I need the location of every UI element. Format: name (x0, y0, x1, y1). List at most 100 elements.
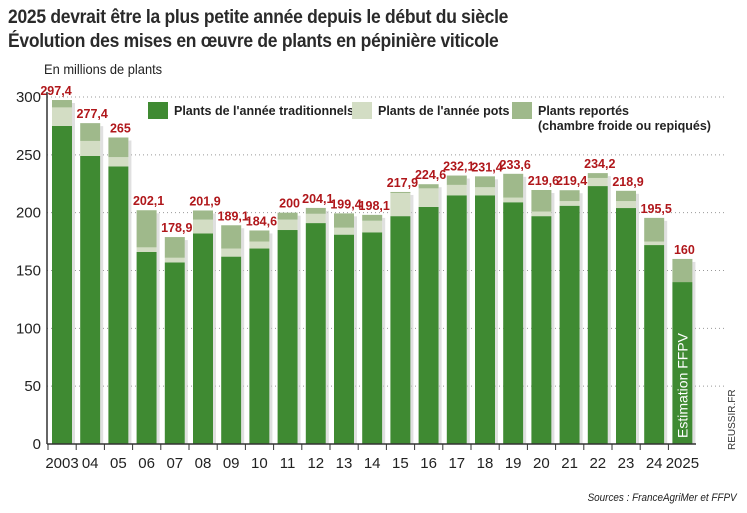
bar-segment-traditionnels (164, 262, 185, 444)
bar-segment-traditionnels (503, 202, 524, 444)
bar-segment-traditionnels (672, 282, 693, 444)
bar-segment-traditionnels (277, 230, 298, 444)
x-tick-label: 21 (561, 455, 578, 472)
data-label: 218,9 (612, 175, 643, 189)
bar-segment-traditionnels (390, 216, 411, 444)
data-label: 160 (674, 243, 695, 257)
data-label: 219,6 (528, 174, 559, 188)
bar-segment-traditionnels (80, 155, 101, 445)
legend-swatch (148, 102, 168, 119)
bar-shadow (354, 216, 357, 444)
bar-shadow (410, 194, 414, 444)
bar-segment-reportes (136, 210, 157, 248)
x-tick-label: 10 (251, 455, 268, 472)
bar-shadow (184, 240, 188, 444)
legend-label: (chambre froide ou repiqués) (538, 119, 711, 133)
legend-label: Plants reportés (538, 104, 629, 118)
data-label: 219,4 (556, 174, 587, 188)
y-tick-label: 200 (16, 205, 41, 222)
bar-shadow (382, 217, 386, 444)
bar-segment-traditionnels (362, 232, 383, 444)
x-tick-label: 22 (589, 455, 606, 472)
bar-segment-pots (52, 107, 72, 126)
data-label: 233,6 (500, 158, 531, 172)
bar-segment-traditionnels (334, 234, 354, 444)
bar-segment-traditionnels (616, 208, 636, 444)
bar-shadow (241, 228, 245, 444)
bar-segment-pots (475, 187, 495, 196)
bar-segment-pots (334, 227, 354, 235)
data-label: 297,4 (40, 84, 71, 98)
data-label: 204,1 (302, 192, 333, 206)
x-tick-label: 04 (82, 455, 99, 472)
bar-segment-pots (390, 193, 411, 217)
x-tick-label: 06 (138, 455, 155, 472)
bar-shadow (664, 220, 668, 444)
bar-shadow (72, 103, 75, 445)
x-tick-label: 20 (533, 455, 550, 472)
y-tick-label: 300 (16, 89, 41, 106)
bar-shadow (128, 140, 132, 444)
bar-segment-traditionnels (446, 195, 467, 444)
data-label: 232,1 (443, 160, 474, 174)
bar-segment-reportes (277, 212, 298, 220)
bar-segment-reportes (193, 210, 213, 220)
chart-title: 2025 devrait être la plus petite année d… (8, 7, 509, 28)
bar-segment-reportes (531, 189, 552, 212)
y-tick-label: 100 (16, 320, 41, 337)
data-label: 231,4 (471, 160, 502, 174)
legend-label: Plants de l'année traditionnels (174, 104, 354, 118)
bar-segment-reportes (503, 173, 524, 198)
bar-segment-traditionnels (136, 251, 157, 444)
bar-segment-traditionnels (587, 186, 608, 444)
bar-segment-reportes (249, 230, 270, 242)
bar-segment-reportes (390, 191, 411, 194)
bar-segment-pots (136, 247, 157, 252)
bar-shadow (213, 213, 216, 444)
bar-shadow (523, 176, 527, 444)
bar-shadow (100, 126, 104, 445)
x-tick-label: 07 (166, 455, 183, 472)
bar-shadow (579, 193, 583, 444)
bar-segment-pots (503, 197, 524, 203)
x-tick-label: 15 (392, 455, 409, 472)
data-label: 265 (110, 121, 131, 135)
bar-segment-traditionnels (418, 206, 439, 444)
bar-segment-pots (305, 213, 326, 224)
bar-segment-reportes (616, 190, 636, 202)
x-tick-label: 16 (420, 455, 437, 472)
bar-segment-reportes (362, 214, 383, 221)
estimation-annotation: Estimation FFPV (674, 332, 690, 438)
legend-swatch (352, 102, 372, 119)
legend-label: Plants de l'année pots (378, 104, 510, 118)
x-tick-label: 09 (223, 455, 240, 472)
chart-subtitle: Évolution des mises en œuvre de plants e… (8, 31, 499, 52)
bar-segment-reportes (587, 173, 608, 178)
x-tick-label: 05 (110, 455, 127, 472)
bar-segment-pots (80, 140, 101, 156)
x-tick-label: 2003 (45, 455, 78, 472)
x-tick-label: 2025 (666, 455, 699, 472)
bar-segment-traditionnels (249, 248, 270, 444)
bar-segment-traditionnels (108, 166, 129, 444)
bar-segment-reportes (672, 258, 693, 283)
bar-shadow (297, 215, 301, 444)
data-label: 189,1 (218, 209, 249, 223)
bar-segment-reportes (164, 237, 185, 258)
data-label: 184,6 (246, 214, 277, 228)
bar-shadow (156, 213, 160, 444)
x-tick-label: 14 (364, 455, 381, 472)
data-label: 217,9 (387, 176, 418, 190)
bar-segment-traditionnels (305, 223, 326, 444)
data-label: 277,4 (77, 107, 108, 121)
y-tick-label: 50 (24, 378, 41, 395)
bar-shadow (551, 192, 555, 444)
bar-segment-traditionnels (193, 233, 213, 444)
bar-segment-reportes (446, 175, 467, 185)
bar-segment-traditionnels (559, 205, 580, 444)
bar-segment-pots (277, 219, 298, 231)
y-tick-label: 150 (16, 263, 41, 280)
x-tick-label: 08 (195, 455, 212, 472)
x-tick-label: 13 (336, 455, 353, 472)
